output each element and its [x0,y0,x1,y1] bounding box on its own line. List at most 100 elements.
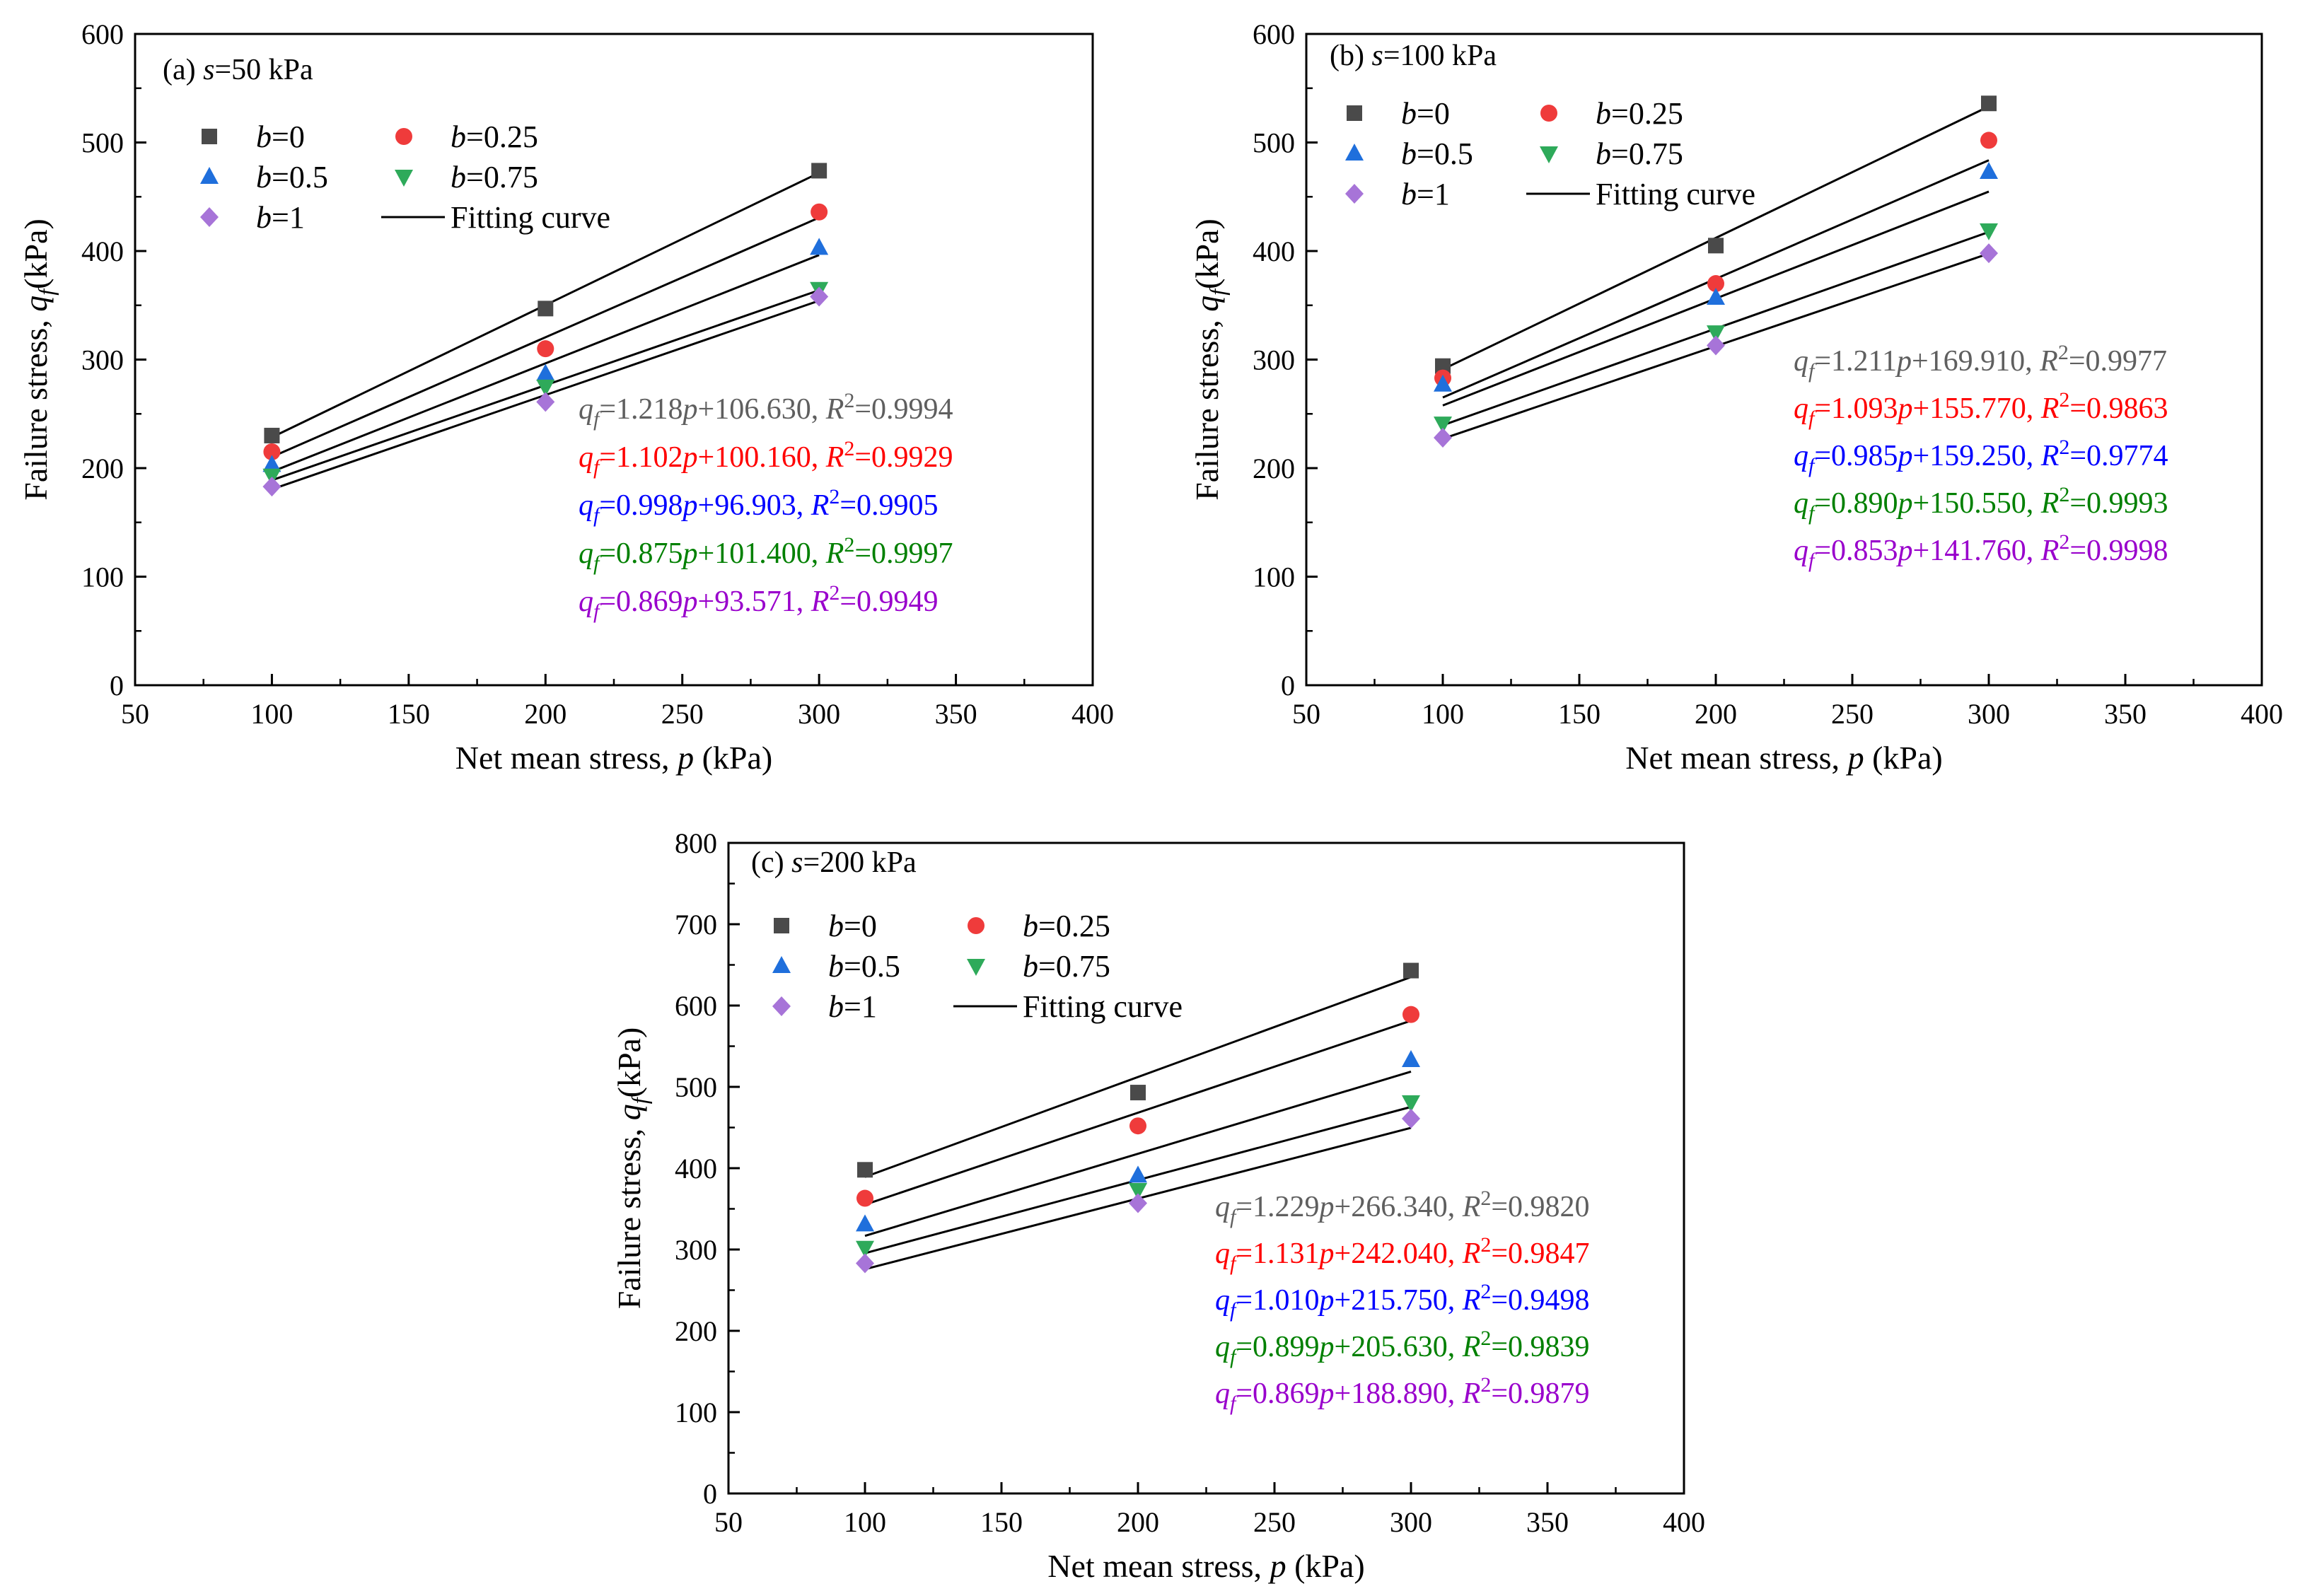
data-point-b-0.25 [856,1189,873,1207]
data-point-b-0.75 [1434,417,1452,434]
x-axis-label: Net mean stress, p (kPa) [455,740,772,776]
fit-line-b-0.25 [271,216,820,458]
x-tick-label: 50 [714,1506,743,1538]
data-point-b-0.5 [1707,288,1725,305]
legend-label-fitting-curve: Fitting curve [1596,177,1755,211]
x-tick-label: 250 [661,698,704,730]
data-point-b-0.5 [810,238,829,255]
data-point-b-0 [264,427,280,443]
y-tick-label: 500 [675,1071,717,1103]
data-point-b-0 [1708,238,1724,254]
y-tick-label: 0 [1281,670,1295,701]
legend-label-b-0.25: b=0.25 [451,120,538,154]
x-tick-label: 150 [1558,698,1601,730]
y-axis-label: Failure stress, qf(kPa) [611,1027,652,1310]
data-point-b-0.75 [1707,325,1725,343]
data-point-b-0 [1981,95,1997,112]
y-tick-label: 500 [1253,127,1295,159]
x-tick-label: 400 [1071,698,1114,730]
legend-marker-b-0 [202,129,217,144]
legend-label-b-0.25: b=0.25 [1596,96,1683,131]
y-tick-label: 100 [81,561,124,593]
legend-label-b-0.25: b=0.25 [1023,909,1110,943]
y-tick-label: 200 [81,453,124,484]
legend-label-b-0.75: b=0.75 [1596,136,1683,171]
y-tick-label: 600 [1253,18,1295,50]
data-point-b-0.5 [536,363,555,381]
y-axis-label: Failure stress, qf(kPa) [1189,219,1230,501]
chart-panel-a: 50 100 150 200 250 300 350 400 0 100 200 300 400 500 6… [18,18,1114,776]
fit-line-b-0 [864,976,1412,1178]
legend-marker-b-0.75 [967,959,985,976]
legend-label-b-1: b=1 [256,200,305,235]
legend-label-b-1: b=1 [828,989,877,1024]
fit-equation-b-0.5: qf=0.985p+159.250, R2=0.9774 [1794,436,2168,477]
fit-equation-b-0.5: qf=0.998p+96.903, R2=0.9905 [579,485,939,527]
x-axis-label: Net mean stress, p (kPa) [1625,740,1942,776]
data-point-b-0 [538,301,554,317]
fit-equation-b-1: qf=0.869p+188.890, R2=0.9879 [1215,1373,1590,1415]
y-tick-label: 300 [1253,344,1295,376]
fit-equation-b-0.5: qf=1.010p+215.750, R2=0.9498 [1215,1280,1590,1322]
legend-marker-b-0.75 [1540,146,1558,163]
fit-equation-b-0: qf=1.218p+106.630, R2=0.9994 [579,389,953,431]
legend-label-fitting-curve: Fitting curve [451,200,610,235]
x-tick-label: 50 [121,698,149,730]
y-tick-label: 300 [81,344,124,376]
y-tick-label: 0 [110,670,124,701]
x-tick-label: 300 [1968,698,2010,730]
y-tick-label: 800 [675,827,717,859]
legend-label-b-0: b=0 [256,120,305,154]
y-tick-label: 700 [675,909,717,940]
x-tick-label: 50 [1292,698,1320,730]
y-tick-label: 0 [703,1478,717,1510]
chart-panel-c: 50 100 150 200 250 300 350 400 0 100 200 300 400 500 6… [611,827,1705,1584]
legend-marker-b-0.25 [1540,105,1557,122]
data-point-b-0.75 [856,1240,874,1258]
y-tick-label: 400 [675,1153,717,1184]
data-point-b-0.25 [263,443,281,460]
x-tick-label: 200 [1117,1506,1159,1538]
legend-marker-b-0.5 [772,956,791,973]
x-tick-label: 150 [388,698,430,730]
x-tick-label: 100 [844,1506,886,1538]
y-tick-label: 600 [81,18,124,50]
data-point-b-0.5 [856,1214,874,1232]
fit-equation-b-1: qf=0.853p+141.760, R2=0.9998 [1794,530,2168,572]
fit-equation-b-1: qf=0.869p+93.571, R2=0.9949 [579,581,939,623]
y-tick-label: 200 [675,1315,717,1347]
data-point-b-1 [536,392,555,412]
data-point-b-0 [811,163,827,179]
legend-marker-b-1 [1345,184,1364,204]
data-point-b-0.25 [1402,1006,1419,1023]
x-tick-label: 100 [1422,698,1464,730]
fit-equation-b-0.75: qf=0.875p+101.400, R2=0.9997 [579,533,953,575]
data-point-b-0.25 [811,203,828,221]
data-point-b-0.25 [1980,132,1997,149]
data-point-b-0 [1130,1085,1146,1101]
x-tick-label: 350 [2104,698,2147,730]
legend-label-fitting-curve: Fitting curve [1023,989,1183,1024]
data-point-b-0.75 [536,379,555,397]
legend-marker-b-1 [200,207,219,227]
y-tick-label: 100 [675,1397,717,1428]
data-point-b-0.5 [1129,1165,1147,1183]
data-point-b-0 [1435,358,1451,374]
x-tick-label: 400 [1663,1506,1705,1538]
legend-marker-b-0.5 [200,167,219,184]
y-axis-label: Failure stress, qf(kPa) [18,219,59,501]
data-point-b-0.5 [262,455,281,472]
legend-marker-b-1 [772,996,791,1016]
data-point-b-1 [856,1253,874,1274]
data-point-b-1 [1434,428,1452,448]
x-tick-label: 150 [980,1506,1023,1538]
legend-marker-b-0.25 [395,128,412,145]
legend: b=0 b=0.25 b=0.5 b=0.75 b=1 Fitting curve [1345,96,1755,211]
x-axis-label: Net mean stress, p (kPa) [1047,1548,1364,1584]
fit-equation-b-0: qf=1.229p+266.340, R2=0.9820 [1215,1187,1590,1228]
data-point-b-1 [1402,1108,1420,1129]
fit-equation-b-0.25: qf=1.093p+155.770, R2=0.9863 [1794,388,2168,430]
x-tick-label: 200 [1695,698,1737,730]
x-tick-label: 350 [1526,1506,1569,1538]
panel-label: (c) s=200 kPa [751,846,917,879]
